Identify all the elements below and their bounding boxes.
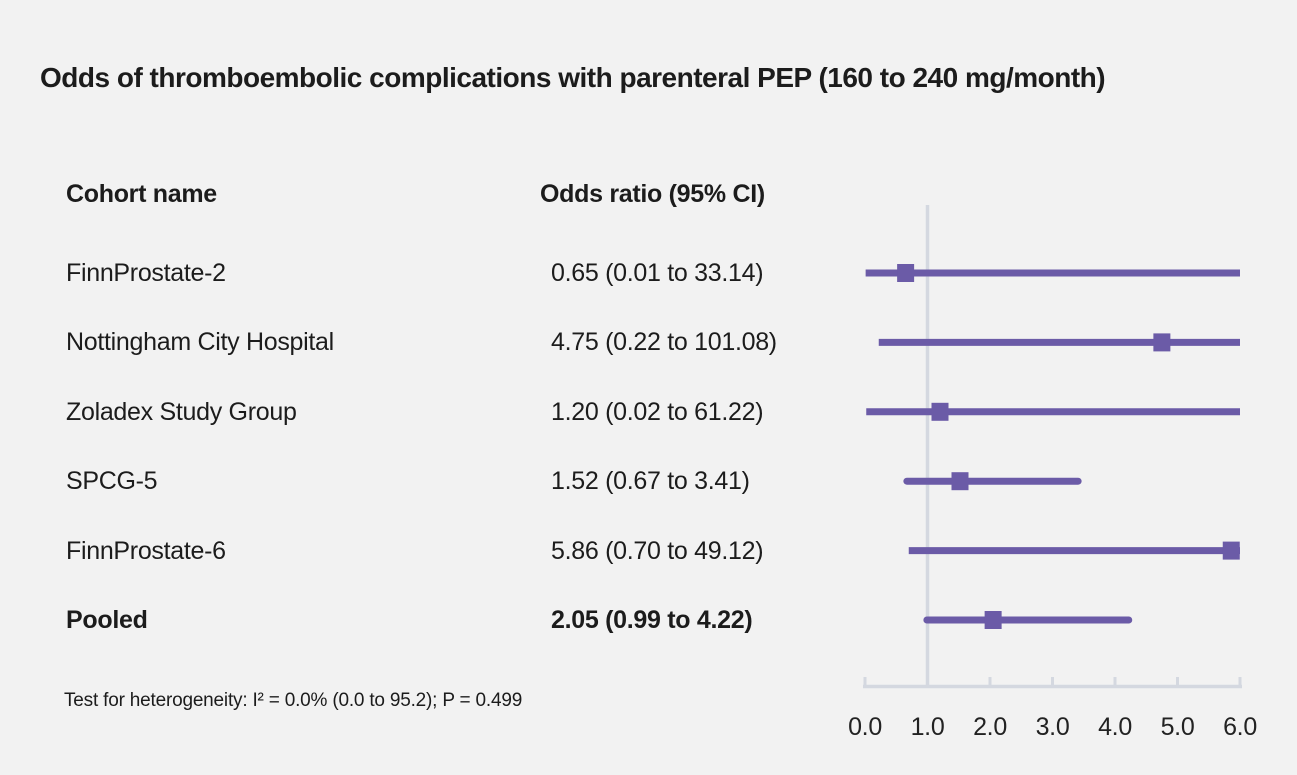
table-row: FinnProstate-6 5.86 (0.70 to 49.12) (0, 536, 850, 566)
or-marker (1222, 541, 1240, 560)
cohort-name: FinnProstate-6 (66, 536, 226, 565)
odds-ratio-value: 1.20 (0.02 to 61.22) (551, 397, 764, 426)
cohort-name: FinnProstate-2 (66, 259, 226, 287)
column-header-cohort-name: Cohort name (66, 180, 217, 208)
x-axis-tick-label: 3.0 (1035, 713, 1070, 741)
or-marker (1153, 333, 1171, 352)
column-header-odds-ratio: Odds ratio (95% CI) (540, 180, 765, 208)
x-axis-tick-label: 2.0 (973, 713, 1007, 741)
x-axis-tick-label: 0.0 (848, 713, 882, 741)
cohort-name: Nottingham City Hospital (66, 328, 334, 357)
odds-ratio-value: 2.05 (0.99 to 4.22) (551, 606, 753, 634)
cohort-name: Zoladex Study Group (66, 397, 297, 426)
cohort-name: SPCG-5 (66, 467, 158, 496)
x-axis-tick-label: 5.0 (1160, 713, 1195, 741)
heterogeneity-footnote: Test for heterogeneity: I² = 0.0% (0.0 t… (64, 690, 523, 711)
or-marker (984, 611, 1002, 629)
table-row: FinnProstate-2 0.65 (0.01 to 33.14) (0, 258, 850, 288)
odds-ratio-value: 5.86 (0.70 to 49.12) (551, 536, 764, 565)
odds-ratio-value: 1.52 (0.67 to 3.41) (551, 467, 750, 496)
chart-title: Odds of thromboembolic complications wit… (40, 62, 1106, 93)
odds-ratio-value: 4.75 (0.22 to 101.08) (551, 328, 777, 357)
table-row: Pooled 2.05 (0.99 to 4.22) (0, 605, 850, 635)
or-marker (897, 264, 915, 282)
x-axis-tick-label: 1.0 (910, 713, 945, 741)
cohort-name: Pooled (66, 606, 148, 634)
or-marker (931, 402, 949, 421)
table-row: SPCG-5 1.52 (0.67 to 3.41) (0, 466, 850, 496)
table-row: Nottingham City Hospital 4.75 (0.22 to 1… (0, 327, 850, 357)
x-axis-tick-label: 4.0 (1098, 713, 1132, 741)
x-axis-tick-label: 6.0 (1223, 713, 1257, 741)
or-marker (951, 472, 969, 491)
forest-plot-area (863, 205, 1242, 689)
odds-ratio-value: 0.65 (0.01 to 33.14) (551, 259, 764, 287)
table-row: Zoladex Study Group 1.20 (0.02 to 61.22) (0, 397, 850, 427)
